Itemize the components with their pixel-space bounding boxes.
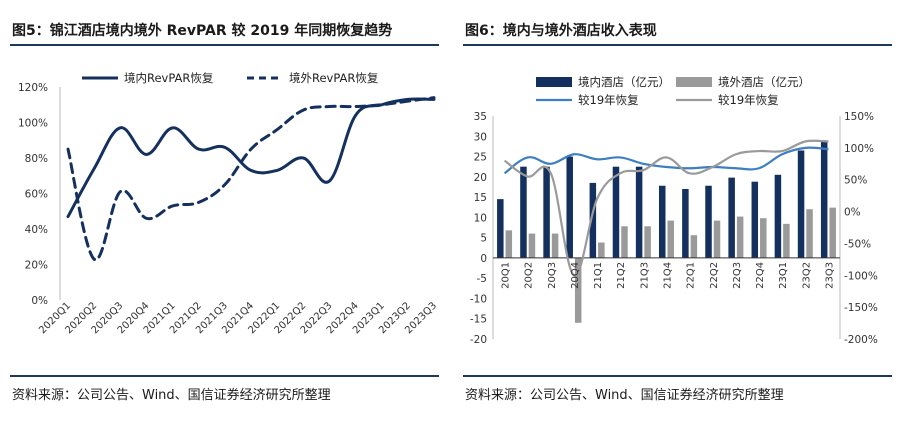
x-tick-label: 23Q1 [778, 262, 789, 289]
y-tick-label: 60% [25, 189, 48, 201]
overseas-recovery-legend-label: 较19年恢复 [718, 93, 779, 107]
left-y-tick-label: 20 [474, 172, 487, 184]
domestic-revenue-bar [751, 181, 759, 258]
y-tick-label: 20% [25, 260, 48, 272]
domestic-recovery-legend-label: 较19年恢复 [578, 93, 639, 107]
revpar-recovery-chart: 0%20%40%60%80%100%120%2020Q12020Q22020Q3… [18, 71, 439, 336]
y-tick-label: 80% [25, 153, 48, 165]
overseas-revenue-bar [783, 223, 790, 258]
x-tick-label: 20Q4 [570, 262, 581, 289]
x-tick-label: 23Q3 [824, 262, 835, 289]
overseas-revenue-bar [713, 220, 721, 258]
left-y-tick-label: -20 [470, 334, 487, 346]
domestic-bar-legend-label: 境内酒店（亿元） [578, 75, 670, 89]
right-y-tick-label: 50% [844, 175, 867, 187]
title-divider [463, 44, 892, 46]
x-tick-label: 22Q3 [732, 262, 743, 289]
overseas-bar-legend-label: 境外酒店（亿元） [718, 75, 810, 89]
domestic-revenue-bar [728, 177, 735, 258]
left-y-tick-label: 0 [480, 253, 487, 265]
y-tick-label: 120% [18, 82, 48, 94]
domestic-bar-legend-swatch [536, 77, 572, 87]
x-tick-label: 20Q3 [547, 262, 558, 289]
y-tick-label: 100% [18, 118, 48, 130]
domestic-revenue-bar [543, 166, 550, 258]
figure-6-title: 图6：境内与境外酒店收入表现 [465, 23, 657, 39]
right-y-tick-label: -100% [844, 270, 878, 282]
overseas-revenue-bar [551, 233, 559, 258]
x-tick-label: 21Q3 [639, 262, 650, 289]
right-y-tick-label: 0% [844, 207, 861, 219]
x-tick-label: 22Q4 [755, 262, 766, 289]
domestic-revenue-bar [566, 156, 573, 258]
domestic-revenue-bar [612, 166, 620, 258]
figure-5-title: 图5：锦江酒店境内境外 RevPAR 较 2019 年同期恢复趋势 [12, 23, 393, 39]
overseas-revenue-bar [574, 257, 582, 323]
x-tick-label: 22Q2 [709, 262, 720, 289]
left-y-tick-label: 30 [474, 131, 487, 143]
overseas-revenue-bar [644, 226, 651, 258]
right-y-tick-label: -150% [844, 302, 878, 314]
figure-5-panel: 图5：锦江酒店境内境外 RevPAR 较 2019 年同期恢复趋势 0% 20% 4… [0, 0, 447, 433]
right-y-tick-label: -50% [844, 238, 871, 250]
right-y-tick-label: -200% [844, 334, 878, 346]
domestic-revenue-bar [635, 166, 643, 258]
left-y-tick-label: 15 [474, 192, 487, 204]
figure-5-source: 资料来源：公司公告、Wind、国信证券经济研究所整理 [12, 388, 331, 403]
left-y-tick-label: 35 [474, 111, 487, 123]
domestic-revenue-bar [797, 150, 805, 258]
x-tick-label: 23Q2 [801, 262, 812, 289]
domestic-revenue-bar [497, 199, 504, 258]
left-y-tick-label: -5 [477, 273, 487, 285]
left-y-tick-label: -10 [470, 293, 487, 305]
title-divider [10, 44, 439, 46]
x-tick-label: 21Q1 [593, 262, 604, 289]
source-divider [10, 375, 439, 377]
source-divider [463, 375, 892, 377]
overseas-revenue-bar [736, 216, 744, 258]
overseas-revenue-bar [528, 233, 536, 258]
hotel-revenue-chart: -20 -15 -10 -5 0 5 10 15 20 25 30 35 -200% -150% -100%… [470, 75, 878, 346]
domestic-revenue-bar [705, 185, 712, 258]
left-y-tick-label: -15 [470, 314, 487, 326]
domestic-recovery-line [503, 146, 829, 175]
overseas-legend-label: 境外RevPAR恢复 [289, 71, 379, 85]
left-y-tick-label: 25 [474, 152, 487, 164]
left-y-tick-label: 10 [474, 212, 487, 224]
right-y-tick-label: 100% [844, 143, 874, 155]
overseas-revenue-bar [829, 207, 836, 258]
left-y-tick-label: 5 [480, 233, 487, 245]
overseas-revenue-bar [505, 230, 513, 258]
x-tick-label: 20Q2 [524, 262, 535, 289]
overseas-revenue-bar [806, 209, 813, 258]
y-tick-label: 40% [25, 224, 48, 236]
overseas-recovery-line [503, 139, 829, 277]
domestic-revenue-bar [774, 174, 782, 258]
domestic-revenue-bar [589, 182, 597, 258]
domestic-revenue-bar [682, 188, 689, 258]
overseas-revenue-bar [598, 242, 605, 258]
right-y-tick-label: 150% [844, 111, 874, 123]
x-tick-label: 21Q2 [616, 262, 627, 289]
figure-6-panel: 图6：境内与境外酒店收入表现 -20 -15 -10 -5 0 5 10 15 20 25 30 35… [453, 0, 900, 433]
overseas-revpar-line [66, 96, 436, 261]
overseas-bar-legend-swatch [676, 77, 712, 87]
y-tick-label: 0% [31, 295, 48, 307]
domestic-revpar-line [66, 97, 436, 219]
domestic-revenue-bar [659, 185, 666, 258]
overseas-revenue-bar [621, 226, 628, 258]
domestic-legend-label: 境内RevPAR恢复 [124, 71, 214, 85]
overseas-revenue-bar [667, 220, 674, 258]
domestic-revenue-bar [520, 166, 527, 258]
x-tick-label: 22Q1 [686, 262, 697, 289]
overseas-revenue-bar [760, 218, 767, 258]
domestic-revenue-bar [820, 140, 828, 258]
x-tick-label: 21Q4 [663, 262, 674, 289]
x-tick-label: 20Q1 [501, 262, 512, 289]
overseas-revenue-bar [690, 235, 698, 258]
figure-6-source: 资料来源：公司公告、Wind、国信证券经济研究所整理 [465, 388, 784, 403]
